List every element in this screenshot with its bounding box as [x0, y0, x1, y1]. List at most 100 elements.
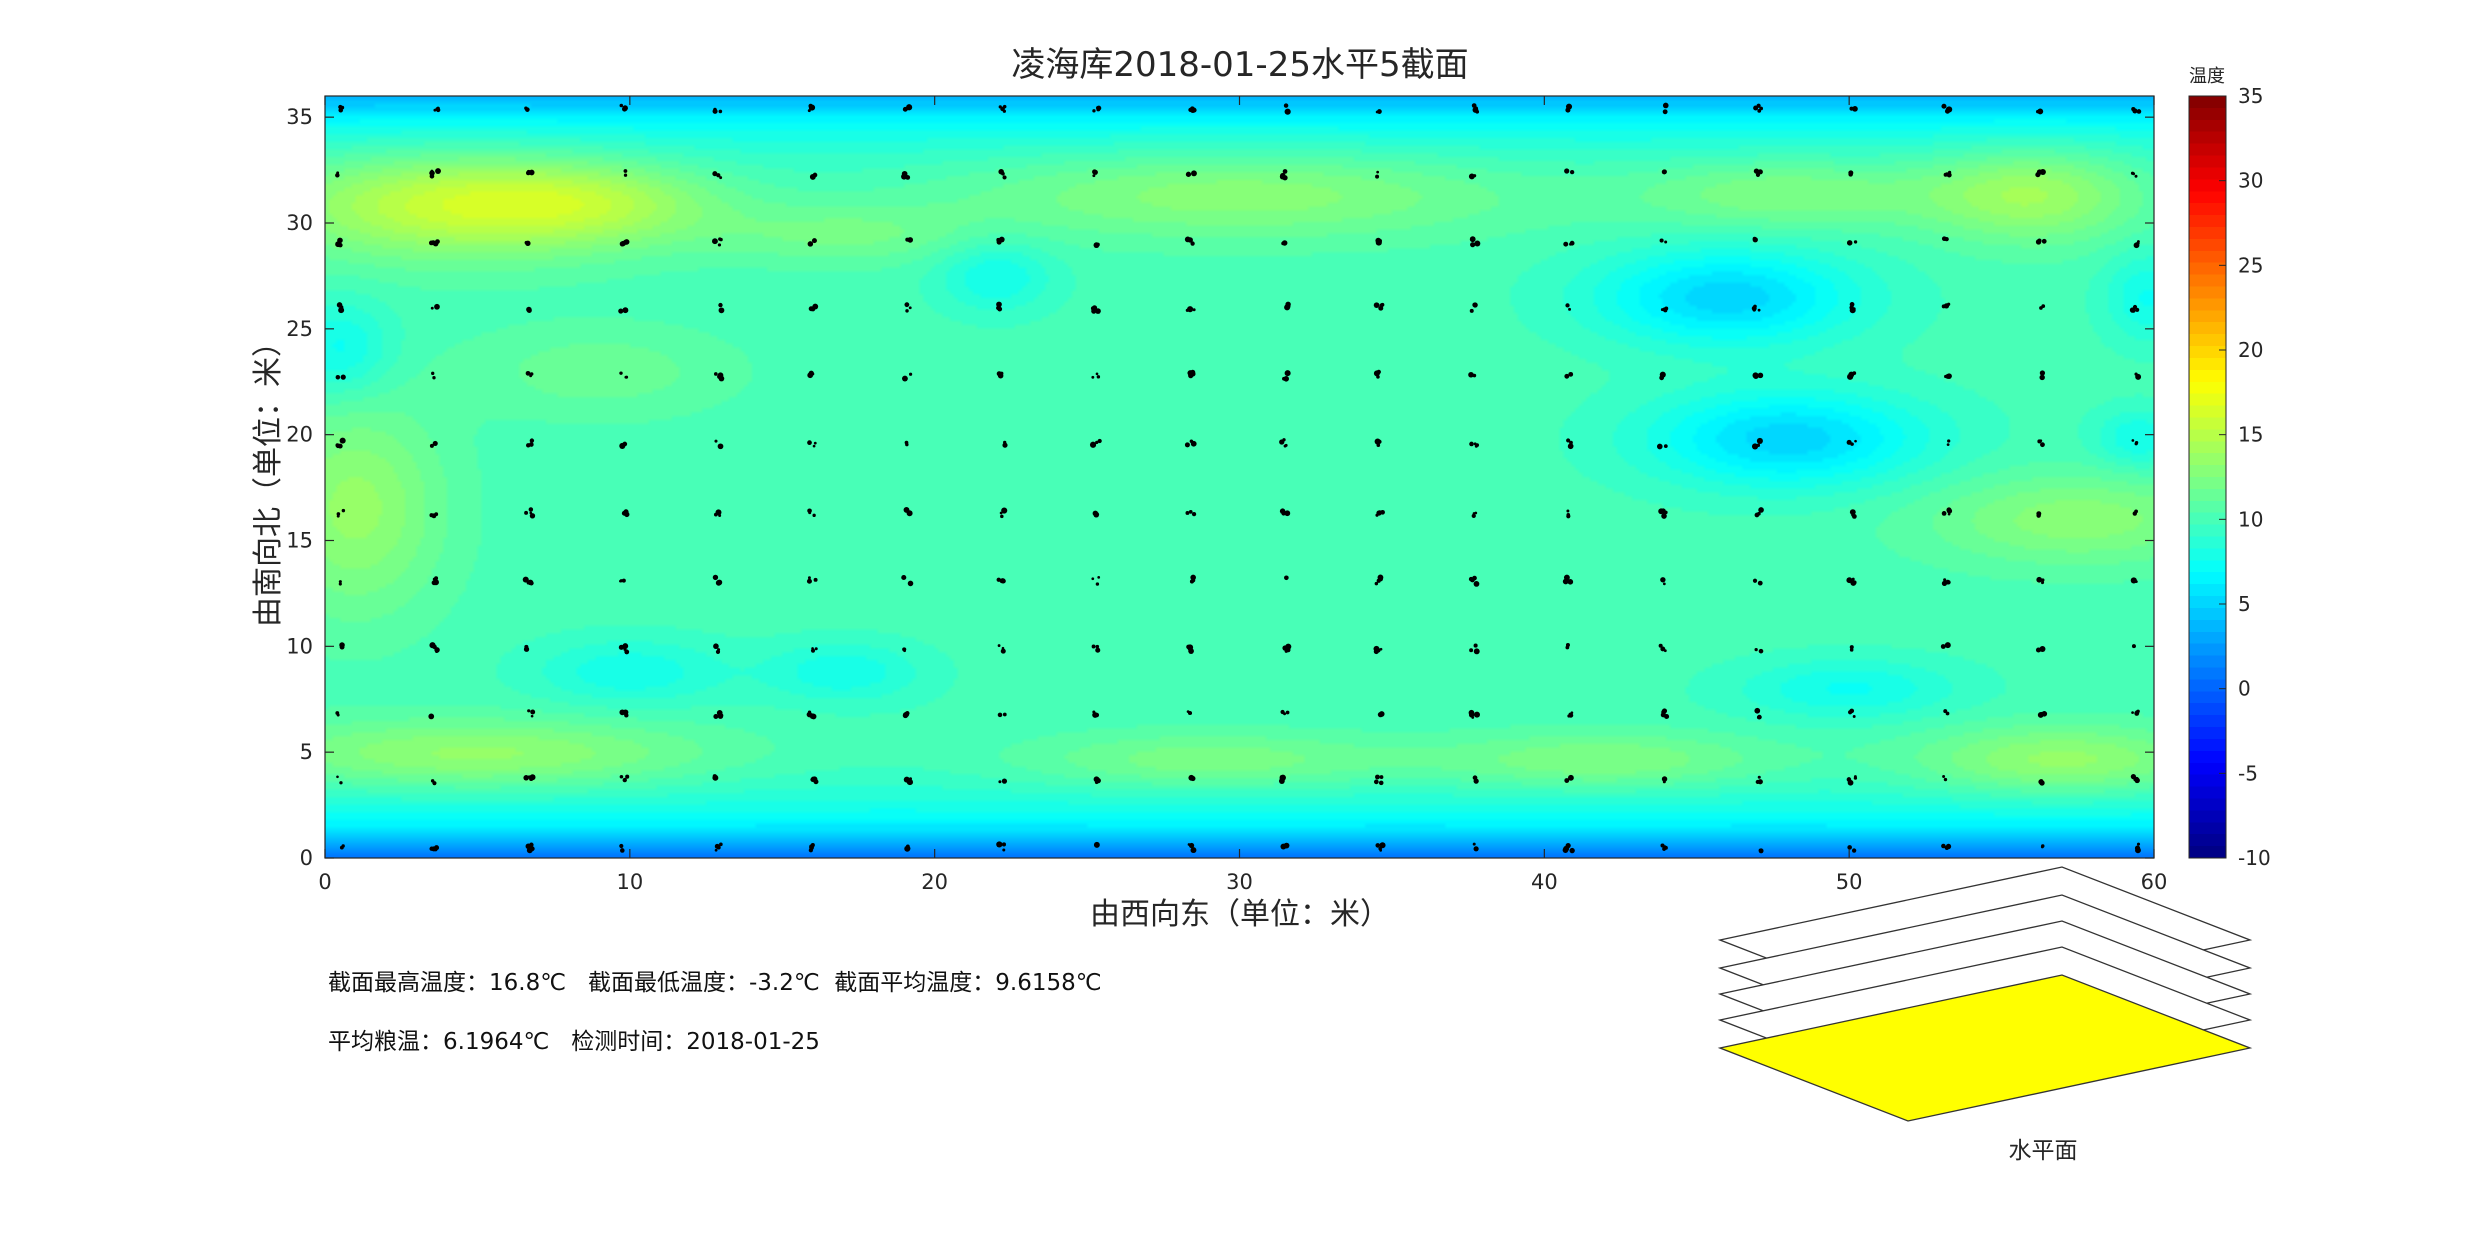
x-tick-label: 30 — [1226, 870, 1253, 894]
sensor-point — [429, 642, 440, 654]
sensor-point — [1092, 710, 1100, 718]
sensor-point — [1658, 508, 1668, 519]
sensor-point — [1280, 842, 1290, 850]
sensor-point — [1941, 103, 1953, 114]
sensor-point — [1377, 711, 1385, 718]
sensor-point — [810, 647, 818, 653]
sensor-point — [2134, 842, 2141, 854]
sensor-point — [1660, 577, 1666, 586]
sensor-point — [1186, 644, 1194, 654]
sensor-point — [1562, 574, 1574, 585]
sensor-point — [997, 644, 1006, 654]
sensor-point — [1565, 643, 1570, 650]
temperature-heatmap — [325, 96, 2154, 858]
sensor-point — [1848, 170, 1854, 177]
sensor-point — [713, 643, 721, 654]
sensor-point — [2134, 372, 2142, 380]
sensor-point — [1849, 105, 1858, 112]
sensor-point — [339, 844, 345, 850]
sensor-point — [2131, 439, 2139, 446]
sensor-point — [1282, 643, 1292, 653]
sensor-point — [904, 440, 909, 447]
sensor-point — [902, 647, 907, 653]
sensor-point — [621, 509, 630, 518]
sensor-point — [1185, 170, 1197, 177]
sensor-point — [1093, 776, 1101, 785]
sensor-point — [1468, 173, 1477, 180]
sensor-point — [1943, 709, 1950, 716]
sensor-point — [1002, 440, 1008, 448]
sensor-point — [901, 170, 911, 180]
sensor-point — [807, 370, 815, 379]
sensor-point — [1566, 438, 1574, 450]
sensor-point — [1186, 710, 1193, 716]
sensor-point — [1279, 169, 1288, 181]
sensor-point — [1469, 302, 1478, 313]
sensor-point — [1187, 842, 1197, 854]
sensor-point — [1187, 369, 1196, 379]
sensor-point — [1283, 103, 1291, 115]
sensor-point — [618, 307, 629, 314]
sensor-point — [1562, 843, 1575, 854]
sensor-point — [1660, 708, 1670, 720]
sensor-point — [1941, 578, 1951, 587]
sensor-point — [336, 508, 346, 518]
sensor-point — [1659, 238, 1668, 244]
sensor-point — [338, 104, 345, 113]
sensor-point — [902, 372, 913, 382]
sensor-point — [807, 238, 817, 247]
x-tick-label: 40 — [1531, 870, 1558, 894]
sensor-point — [1567, 711, 1574, 718]
grain-temperature-and-date: 平均粮温：6.1964℃ 检测时间：2018-01-25 — [328, 1029, 820, 1055]
sensor-point — [1944, 373, 1952, 379]
colorbar-tick-label: 0 — [2238, 677, 2251, 701]
sensor-point — [1752, 236, 1758, 243]
sensor-point — [806, 710, 817, 720]
colorbar-tick-label: -5 — [2238, 761, 2258, 785]
sensor-point — [527, 709, 536, 718]
colorbar-tick-label: 10 — [2238, 507, 2263, 531]
sensor-point — [1375, 170, 1380, 179]
sensor-point — [619, 239, 630, 247]
sensor-point — [339, 642, 345, 650]
sensor-point — [1472, 775, 1479, 784]
sensor-point — [1373, 645, 1383, 655]
sensor-point — [619, 103, 628, 112]
y-tick-label: 25 — [286, 317, 313, 341]
y-tick-label: 30 — [286, 211, 313, 235]
sensor-point — [1565, 303, 1571, 311]
y-tick-label: 0 — [300, 846, 313, 870]
sensor-point — [526, 438, 535, 448]
sensor-point — [1374, 438, 1382, 447]
sensor-point — [2131, 107, 2142, 114]
sensor-point — [1092, 105, 1102, 113]
sensor-point — [1564, 371, 1574, 379]
sensor-point — [1849, 302, 1856, 314]
colorbar-ticks: -10 -5 0 5 10 15 20 25 30 35 — [2219, 84, 2271, 870]
sensor-point — [996, 371, 1004, 379]
sensor-markers — [335, 102, 2142, 854]
sensor-point — [619, 578, 626, 583]
layer-plane-selected — [1717, 974, 2253, 1122]
sensor-point — [1091, 372, 1101, 379]
sensor-point — [808, 303, 819, 312]
sensor-point — [1284, 301, 1291, 311]
colorbar-tick-label: 15 — [2238, 423, 2263, 447]
sensor-point — [2130, 577, 2138, 584]
sensor-point — [1185, 510, 1197, 517]
sensor-point — [904, 302, 912, 313]
sensor-point — [998, 778, 1008, 784]
sensor-point — [1565, 103, 1573, 113]
sensor-point — [1941, 843, 1952, 851]
colorbar-tick-label: 5 — [2238, 592, 2251, 616]
sensor-point — [1564, 774, 1574, 783]
sensor-point — [429, 168, 441, 179]
sensor-point — [1375, 509, 1385, 517]
sensor-point — [618, 643, 630, 655]
sensor-point — [1279, 438, 1288, 448]
sensor-point — [807, 440, 817, 448]
sensor-point — [998, 104, 1007, 113]
x-tick-label: 0 — [318, 870, 331, 894]
sensor-point — [524, 240, 531, 247]
sensor-point — [1184, 439, 1197, 448]
